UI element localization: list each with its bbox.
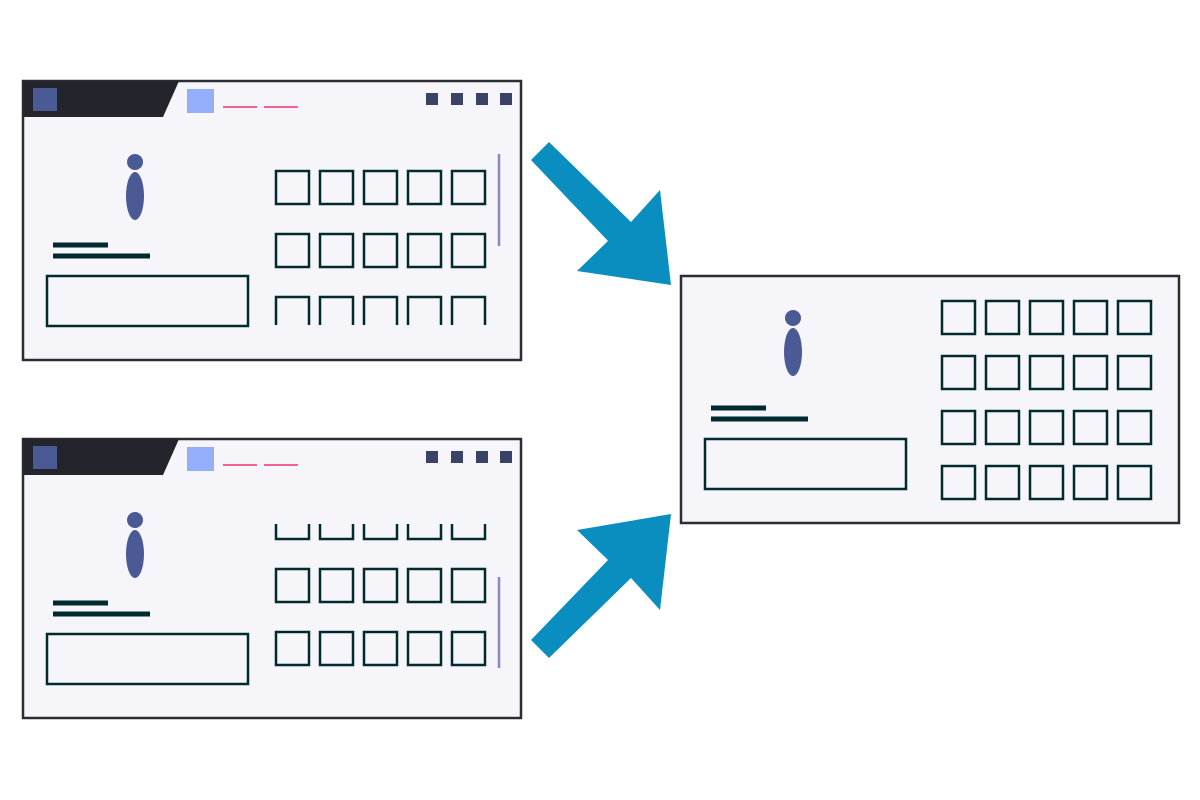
bottom-browser-grid-cell	[318, 524, 355, 541]
bottom-browser-frame	[21, 437, 523, 720]
top-browser-window-control-icon	[426, 93, 438, 105]
top-browser-person-body	[126, 172, 144, 220]
top-browser-grid-cell	[362, 295, 399, 325]
merged-page-grid-cell	[1116, 299, 1153, 336]
bottom-browser-text-line	[53, 600, 108, 606]
bottom-browser-titlebar	[23, 439, 512, 475]
top-browser-grid-cell	[274, 295, 311, 325]
merged-page-grid-cell	[1116, 464, 1153, 501]
top-browser-grid-cell	[362, 169, 399, 206]
top-browser-grid-cell	[450, 169, 487, 206]
top-browser-input-field	[45, 274, 250, 328]
merged-page-grid-cell	[940, 354, 977, 391]
top-browser-text-line	[53, 242, 108, 248]
top-browser-grid-cell	[406, 169, 443, 206]
top-browser-grid-cell	[318, 232, 355, 269]
top-browser-window-control-icon	[476, 93, 488, 105]
merged-page-grid-cell	[1028, 409, 1065, 446]
bottom-browser-grid-cell	[318, 567, 355, 604]
top-browser-grid-cell	[274, 232, 311, 269]
merged-page-grid-cell	[1072, 464, 1109, 501]
top-browser-window-control-icon	[451, 93, 463, 105]
top-browser-app-square-icon	[33, 88, 57, 111]
merged-page-text-line	[711, 416, 808, 422]
merged-page-grid-cell	[1116, 354, 1153, 391]
top-browser-person-head	[127, 154, 143, 170]
merged-page-grid-cell	[1028, 464, 1065, 501]
top-browser-grid-cell	[274, 169, 311, 206]
merged-page-grid-cell	[984, 299, 1021, 336]
top-browser-grid-cell	[318, 169, 355, 206]
bottom-browser-input-field	[45, 632, 250, 686]
merged-page-grid-cell	[1028, 354, 1065, 391]
top-browser-window-control-icon	[500, 93, 512, 105]
top-browser-grid-cell	[406, 232, 443, 269]
top-browser-grid-cell	[362, 232, 399, 269]
merged-page-grid-cell	[984, 409, 1021, 446]
merged-page-grid-cell	[984, 354, 1021, 391]
bottom-browser-thumbnail-grid	[274, 524, 487, 667]
top-browser-info-person-icon	[126, 154, 144, 220]
merged-page-panel	[679, 274, 1181, 525]
merged-page-grid-cell	[1028, 299, 1065, 336]
bottom-browser-grid-cell	[450, 524, 487, 541]
top-browser-grid-cell	[318, 295, 355, 325]
merged-page-grid-cell	[1072, 354, 1109, 391]
arrow-icon-bottom-browser-to-merged-page	[531, 514, 671, 658]
merged-page-thumbnail-grid	[940, 299, 1153, 501]
top-browser-titlebar	[23, 81, 512, 117]
top-browser-panel	[21, 79, 523, 362]
bottom-browser-text-line	[53, 611, 150, 617]
bottom-browser-grid-cell	[274, 567, 311, 604]
merged-page-text-line	[711, 405, 766, 411]
bottom-browser-window-control-icon	[500, 451, 512, 463]
bottom-browser-grid-cell	[318, 630, 355, 667]
top-browser-grid-cell	[450, 295, 487, 325]
bottom-browser-info-person-icon	[126, 512, 144, 578]
merged-page-grid-cell	[940, 409, 977, 446]
top-browser-tab-shape	[23, 81, 179, 117]
arrow-icon-top-browser-to-merged-page	[531, 142, 671, 285]
merged-page-grid-cell	[1116, 409, 1153, 446]
bottom-browser-grid-cell	[362, 524, 399, 541]
top-browser-frame	[21, 79, 523, 362]
merged-page-person-head	[785, 310, 801, 326]
bottom-browser-window-control-icon	[476, 451, 488, 463]
top-browser-grid-cell	[406, 295, 443, 325]
bottom-browser-grid-cell	[406, 630, 443, 667]
top-browser-grid-cell	[450, 232, 487, 269]
bottom-browser-grid-cell	[362, 567, 399, 604]
bottom-browser-window-control-icon	[426, 451, 438, 463]
merged-page-frame	[679, 274, 1181, 525]
bottom-browser-person-body	[126, 530, 144, 578]
merged-page-info-person-icon	[784, 310, 802, 376]
bottom-browser-grid-cell	[450, 567, 487, 604]
bottom-browser-panel	[21, 437, 523, 720]
merged-page-grid-cell	[940, 299, 977, 336]
merged-page-person-body	[784, 328, 802, 376]
merged-page-grid-cell	[940, 464, 977, 501]
top-browser-tab-favicon-icon	[187, 89, 214, 113]
bottom-browser-grid-cell	[362, 630, 399, 667]
top-browser-text-line	[53, 253, 150, 259]
bottom-browser-grid-cell	[450, 630, 487, 667]
bottom-browser-grid-cell	[274, 630, 311, 667]
bottom-browser-grid-cell	[406, 524, 443, 541]
bottom-browser-grid-cell	[274, 524, 311, 541]
bottom-browser-person-head	[127, 512, 143, 528]
bottom-browser-app-square-icon	[33, 446, 57, 469]
top-browser-thumbnail-grid	[274, 169, 487, 325]
bottom-browser-tab-favicon-icon	[187, 447, 214, 471]
bottom-browser-window-control-icon	[451, 451, 463, 463]
merged-page-grid-cell	[1072, 409, 1109, 446]
merged-page-grid-cell	[984, 464, 1021, 501]
merged-page-input-field	[703, 437, 908, 491]
merged-page-grid-cell	[1072, 299, 1109, 336]
bottom-browser-tab-shape	[23, 439, 179, 475]
bottom-browser-grid-cell	[406, 567, 443, 604]
